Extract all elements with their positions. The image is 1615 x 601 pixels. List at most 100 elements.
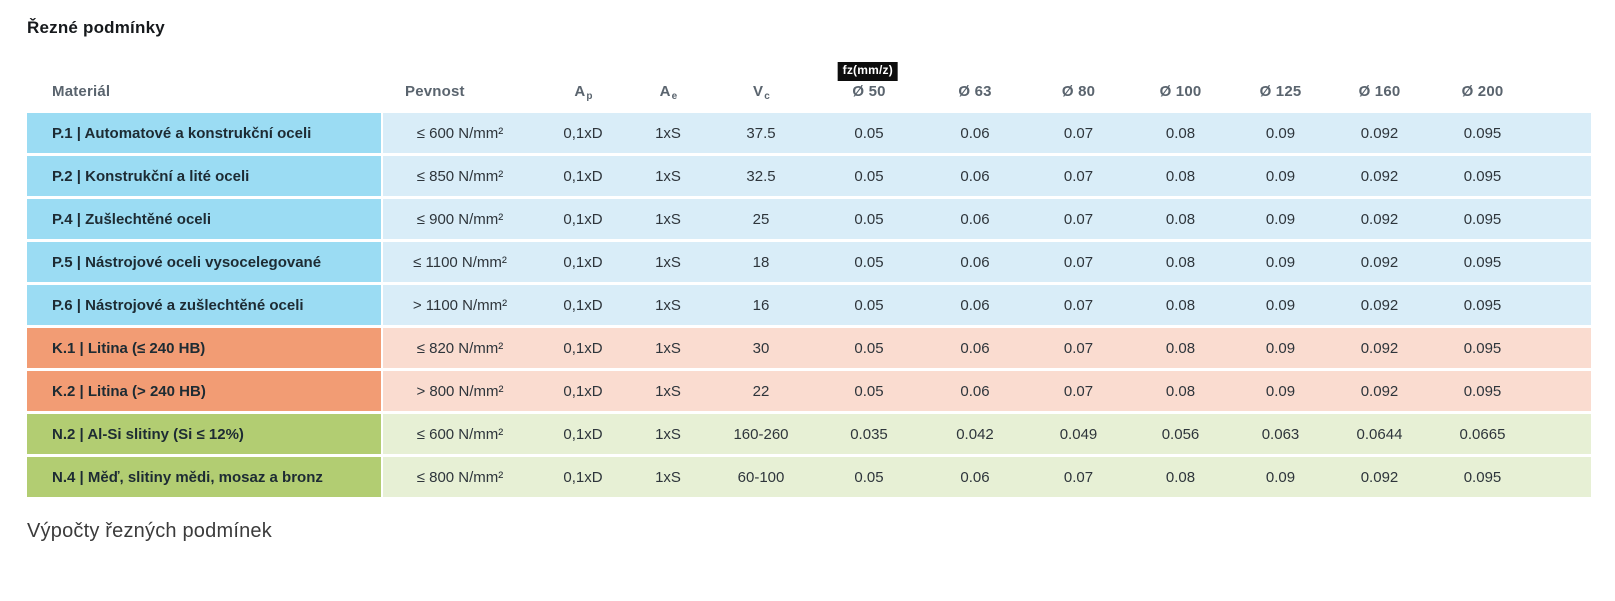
fz-cell-d80: 0.07 [1027,285,1130,328]
fz-cell-d200: 0.095 [1429,371,1591,414]
vc-cell: 37.5 [707,113,815,156]
fz-cell-d200: 0.095 [1429,457,1591,500]
fz-cell-d50: 0.05 [815,242,923,285]
strength-cell: > 800 N/mm² [383,371,537,414]
ae-cell: 1xS [629,113,707,156]
fz-cell-d200: 0.095 [1429,328,1591,371]
fz-cell-d125: 0.09 [1231,242,1330,285]
vc-cell: 22 [707,371,815,414]
fz-cell-d200: 0.095 [1429,199,1591,242]
fz-cell-d160: 0.092 [1330,199,1429,242]
fz-cell-d63: 0.06 [923,457,1027,500]
table-row: P.6 | Nástrojové a zušlechtěné oceli > 1… [27,285,1591,328]
fz-cell-d63: 0.06 [923,113,1027,156]
strength-cell: ≤ 600 N/mm² [383,113,537,156]
vc-cell: 30 [707,328,815,371]
fz-cell-d100: 0.08 [1130,242,1231,285]
column-header-ap: Ap [537,58,629,113]
ap-cell: 0,1xD [537,156,629,199]
fz-cell-d125: 0.063 [1231,414,1330,457]
fz-cell-d63: 0.06 [923,328,1027,371]
column-header-d160: Ø 160 [1330,58,1429,113]
material-cell: N.4 | Měď, slitiny mědi, mosaz a bronz [27,457,383,500]
table-body: P.1 | Automatové a konstrukční oceli ≤ 6… [27,113,1591,500]
fz-cell-d160: 0.092 [1330,328,1429,371]
material-cell: N.2 | Al-Si slitiny (Si ≤ 12%) [27,414,383,457]
strength-cell: ≤ 820 N/mm² [383,328,537,371]
fz-cell-d50: 0.05 [815,371,923,414]
ae-cell: 1xS [629,371,707,414]
material-cell: K.2 | Litina (> 240 HB) [27,371,383,414]
fz-cell-d50: 0.05 [815,113,923,156]
fz-cell-d125: 0.09 [1231,113,1330,156]
ap-cell: 0,1xD [537,242,629,285]
fz-cell-d100: 0.08 [1130,199,1231,242]
column-header-d100: Ø 100 [1130,58,1231,113]
ae-cell: 1xS [629,242,707,285]
fz-cell-d125: 0.09 [1231,156,1330,199]
fz-cell-d100: 0.08 [1130,285,1231,328]
ap-cell: 0,1xD [537,199,629,242]
page: Řezné podmínky Materiál Pevnost Ap Ae Vc… [27,18,1591,542]
material-cell: P.6 | Nástrojové a zušlechtěné oceli [27,285,383,328]
fz-cell-d160: 0.092 [1330,285,1429,328]
material-cell: P.5 | Nástrojové oceli vysocelegované [27,242,383,285]
fz-cell-d50: 0.05 [815,156,923,199]
table-row: K.1 | Litina (≤ 240 HB) ≤ 820 N/mm² 0,1x… [27,328,1591,371]
vc-cell: 16 [707,285,815,328]
ae-cell: 1xS [629,414,707,457]
table-row: P.4 | Zušlechtěné oceli ≤ 900 N/mm² 0,1x… [27,199,1591,242]
table-row: P.5 | Nástrojové oceli vysocelegované ≤ … [27,242,1591,285]
vc-cell: 25 [707,199,815,242]
fz-cell-d125: 0.09 [1231,371,1330,414]
cutting-conditions-table: Materiál Pevnost Ap Ae Vc fz(mm/z) Ø 50 … [27,58,1591,500]
ap-cell: 0,1xD [537,414,629,457]
strength-cell: ≤ 800 N/mm² [383,457,537,500]
fz-cell-d200: 0.095 [1429,285,1591,328]
fz-cell-d80: 0.07 [1027,457,1130,500]
fz-cell-d50: 0.035 [815,414,923,457]
table-row: P.1 | Automatové a konstrukční oceli ≤ 6… [27,113,1591,156]
fz-cell-d125: 0.09 [1231,328,1330,371]
fz-cell-d63: 0.06 [923,285,1027,328]
ap-cell: 0,1xD [537,328,629,371]
ap-cell: 0,1xD [537,371,629,414]
ap-cell: 0,1xD [537,457,629,500]
fz-cell-d80: 0.07 [1027,328,1130,371]
fz-cell-d100: 0.08 [1130,156,1231,199]
material-cell: P.4 | Zušlechtěné oceli [27,199,383,242]
column-header-vc: Vc [707,58,815,113]
fz-cell-d63: 0.042 [923,414,1027,457]
strength-cell: ≤ 850 N/mm² [383,156,537,199]
fz-cell-d80: 0.07 [1027,113,1130,156]
ap-cell: 0,1xD [537,113,629,156]
fz-cell-d100: 0.08 [1130,371,1231,414]
column-header-d80: Ø 80 [1027,58,1130,113]
strength-cell: > 1100 N/mm² [383,285,537,328]
column-header-strength: Pevnost [383,58,537,113]
column-header-ae: Ae [629,58,707,113]
fz-cell-d80: 0.07 [1027,242,1130,285]
fz-cell-d50: 0.05 [815,328,923,371]
fz-cell-d80: 0.07 [1027,371,1130,414]
material-cell: K.1 | Litina (≤ 240 HB) [27,328,383,371]
vc-cell: 160-260 [707,414,815,457]
fz-cell-d63: 0.06 [923,199,1027,242]
table-row: N.2 | Al-Si slitiny (Si ≤ 12%) ≤ 600 N/m… [27,414,1591,457]
fz-cell-d160: 0.092 [1330,371,1429,414]
fz-cell-d80: 0.049 [1027,414,1130,457]
vc-cell: 32.5 [707,156,815,199]
strength-cell: ≤ 1100 N/mm² [383,242,537,285]
fz-cell-d80: 0.07 [1027,156,1130,199]
ae-cell: 1xS [629,199,707,242]
strength-cell: ≤ 600 N/mm² [383,414,537,457]
fz-cell-d63: 0.06 [923,156,1027,199]
fz-cell-d160: 0.092 [1330,113,1429,156]
fz-cell-d160: 0.092 [1330,156,1429,199]
ap-cell: 0,1xD [537,285,629,328]
column-header-d125: Ø 125 [1231,58,1330,113]
ae-cell: 1xS [629,328,707,371]
fz-cell-d100: 0.08 [1130,457,1231,500]
column-header-material: Materiál [27,58,383,113]
table-row: P.2 | Konstrukční a lité oceli ≤ 850 N/m… [27,156,1591,199]
